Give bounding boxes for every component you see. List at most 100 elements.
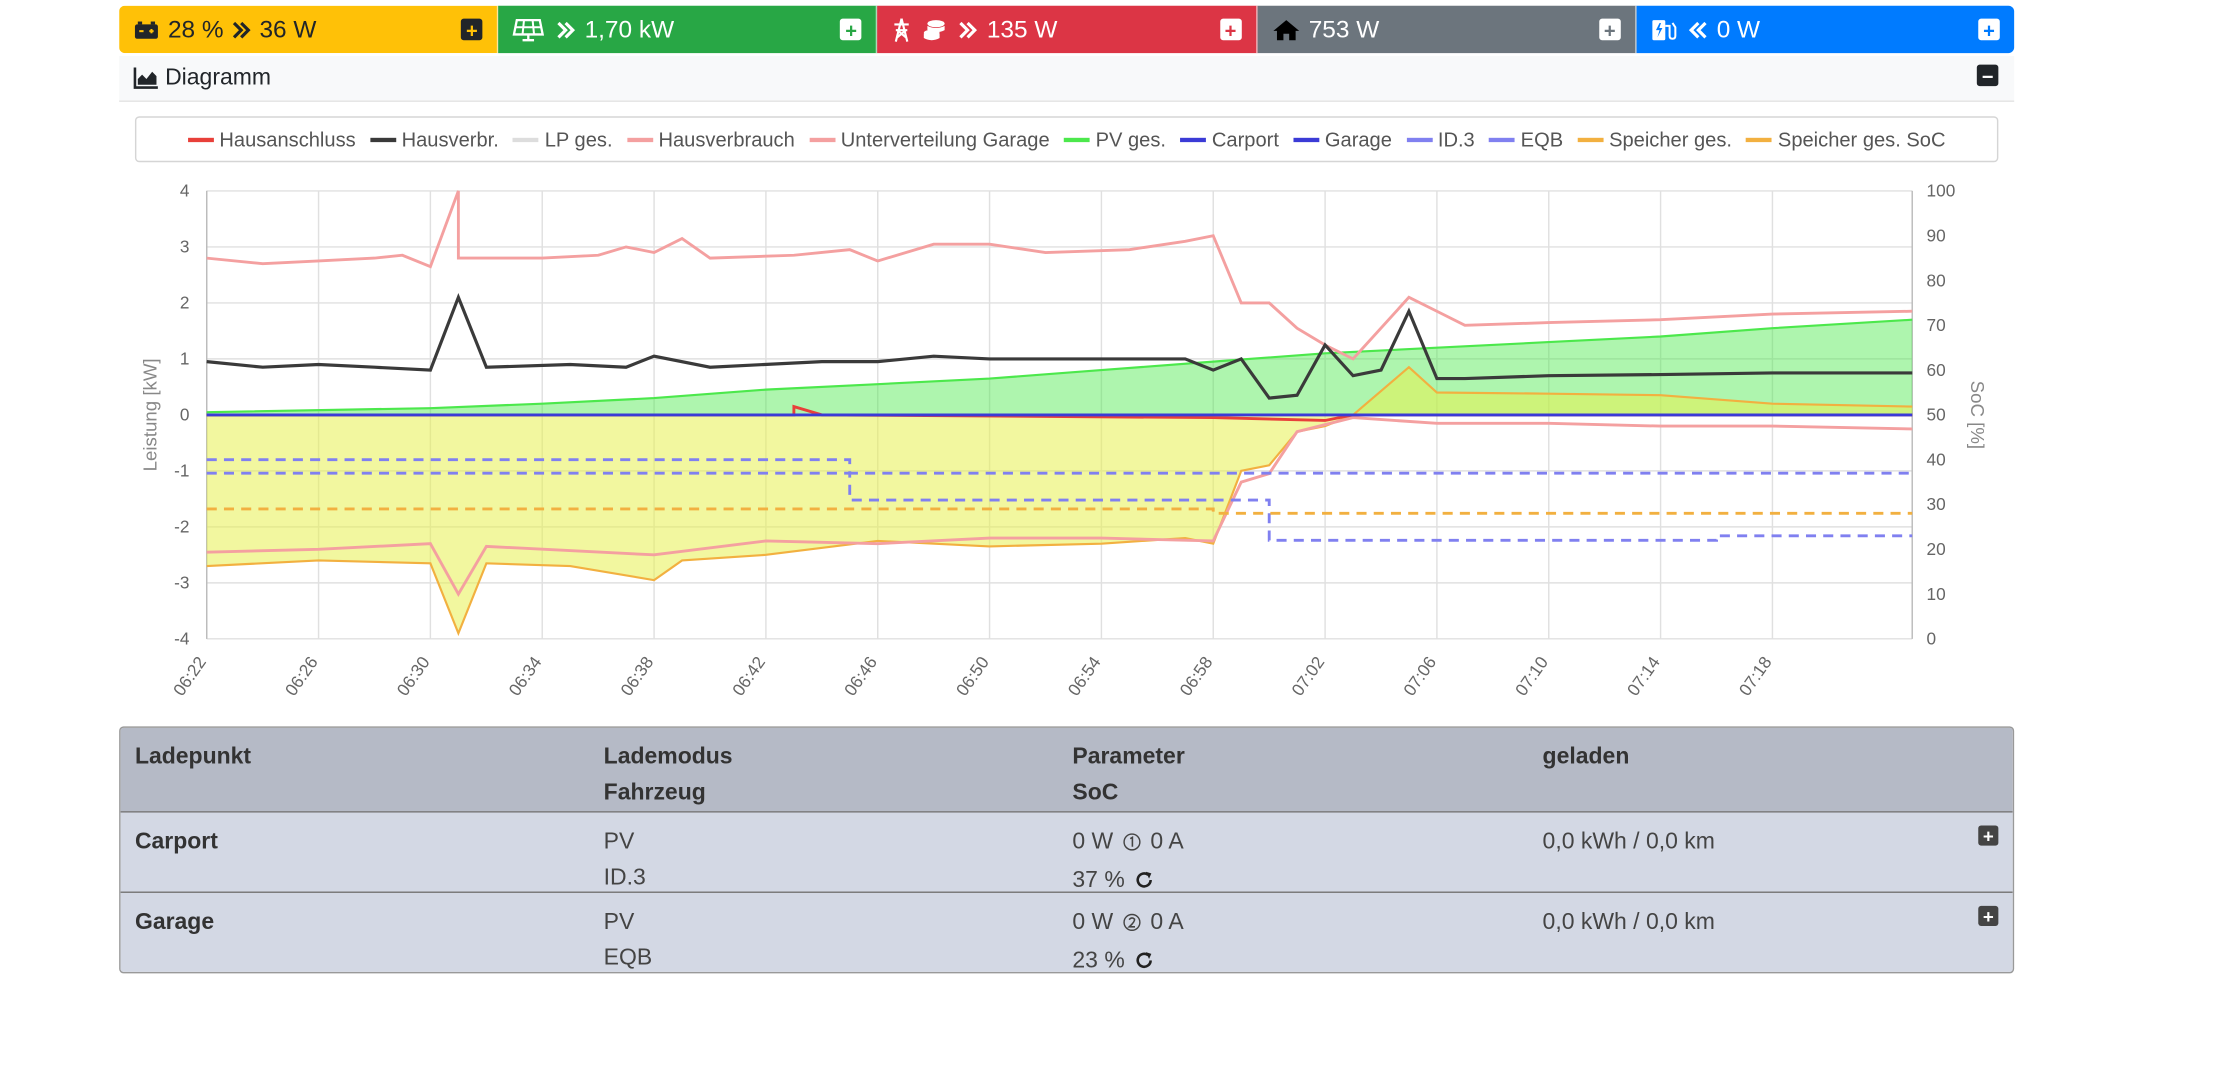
- legend-label: ID.3: [1437, 127, 1475, 151]
- phase-1-icon: [1123, 827, 1142, 863]
- expand-pv-button[interactable]: +: [840, 18, 862, 41]
- legend-swatch: [513, 137, 540, 142]
- legend-swatch: [1489, 137, 1515, 142]
- legend-label: Hausverbrauch: [658, 127, 795, 151]
- y2-tick-label: 40: [1927, 449, 1946, 469]
- vehicle-name[interactable]: EQB: [603, 946, 653, 971]
- legend-label: Speicher ges.: [1609, 127, 1732, 151]
- power-grid-icon: [892, 17, 912, 43]
- legend-label: LP ges.: [544, 127, 613, 151]
- legend-item[interactable]: Garage: [1293, 128, 1392, 151]
- y-tick-label: 4: [180, 181, 190, 201]
- y2-tick-label: 0: [1927, 629, 1937, 649]
- header-ladepunkt: Ladepunkt: [134, 745, 252, 770]
- phase-2-icon: [1123, 907, 1142, 943]
- diagram-header[interactable]: Diagramm −: [119, 55, 2015, 102]
- charge-current: 0 A: [1150, 910, 1184, 935]
- legend-swatch: [626, 137, 653, 142]
- legend-swatch: [809, 137, 835, 142]
- charged-energy: 0,0 kWh / 0,0 km: [1542, 829, 1715, 855]
- x-tick-label: 07:10: [1511, 653, 1552, 700]
- diagram-title: Diagramm: [165, 65, 272, 90]
- legend-item[interactable]: Speicher ges.: [1577, 127, 1732, 151]
- grid-tile[interactable]: 135 W +: [877, 5, 1258, 54]
- battery-power: 36 W: [259, 15, 317, 43]
- charge-power: 0 W: [1072, 910, 1114, 935]
- legend-item[interactable]: EQB: [1489, 128, 1563, 151]
- x-tick-label: 06:22: [169, 653, 210, 700]
- y2-tick-label: 50: [1927, 405, 1946, 425]
- legend-label: Hausverbr.: [401, 127, 499, 151]
- charged-energy: 0,0 kWh / 0,0 km: [1542, 910, 1715, 935]
- legend-item[interactable]: PV ges.: [1064, 128, 1166, 151]
- y-tick-label: -4: [174, 629, 190, 649]
- legend-item[interactable]: LP ges.: [513, 127, 613, 151]
- pv-tile[interactable]: 1,70 kW +: [498, 5, 878, 54]
- expand-carport-button[interactable]: +: [1978, 825, 1999, 846]
- home-icon: [1271, 18, 1300, 41]
- series-speicher-ges--line: [206, 365, 1913, 637]
- table-header: Ladepunkt Lademodus Fahrzeug Parameter SoC…: [120, 727, 2013, 812]
- y2-tick-label: 20: [1927, 539, 1946, 559]
- chargepoint-name: Carport: [134, 829, 218, 855]
- expand-chargepoints-button[interactable]: +: [1978, 18, 2000, 41]
- chargepoint-name: Garage: [134, 910, 215, 935]
- header-geladen: geladen: [1542, 745, 1630, 770]
- x-tick-label: 07:14: [1623, 652, 1664, 699]
- series-hausverbr--line: [206, 292, 1913, 400]
- vehicle-name[interactable]: ID.3: [603, 865, 646, 891]
- charge-mode[interactable]: PV: [603, 829, 635, 855]
- legend-label: Carport: [1211, 127, 1279, 151]
- battery-tile[interactable]: 28 % 36 W +: [119, 5, 499, 54]
- solar-panel-icon: [512, 18, 545, 41]
- legend-item[interactable]: Unterverteilung Garage: [809, 128, 1050, 151]
- legend-item[interactable]: Carport: [1180, 128, 1279, 151]
- table-row-carport[interactable]: Carport PV ID.3 0 W 0 A 37 % 0,0 kWh / 0,…: [120, 811, 2013, 893]
- charge-mode[interactable]: PV: [603, 910, 635, 935]
- refresh-icon[interactable]: [1134, 946, 1154, 972]
- x-tick-label: 06:42: [728, 653, 769, 700]
- x-tick-label: 06:50: [952, 653, 993, 700]
- legend-item[interactable]: Hausverbrauch: [626, 127, 795, 151]
- expand-grid-button[interactable]: +: [1219, 18, 1242, 41]
- y-tick-label: 0: [180, 405, 190, 425]
- y2-tick-label: 80: [1927, 270, 1946, 290]
- double-chevron-right-icon: [556, 19, 576, 39]
- series-pv-ges--area: [206, 319, 1913, 415]
- x-tick-label: 06:46: [840, 653, 881, 700]
- header-lademodus: Lademodus: [603, 745, 733, 770]
- y-tick-label: -3: [174, 573, 189, 593]
- charging-station-icon: [1651, 18, 1677, 41]
- collapse-diagram-button[interactable]: −: [1976, 64, 1999, 87]
- expand-battery-button[interactable]: +: [461, 18, 483, 41]
- battery-soc: 28 %: [167, 15, 224, 43]
- header-soc: SoC: [1072, 780, 1119, 806]
- legend-item[interactable]: Hausverbr.: [370, 128, 499, 151]
- grid-power: 135 W: [986, 15, 1058, 43]
- chargepoints-tile[interactable]: 0 W +: [1636, 5, 2015, 54]
- x-tick-label: 07:02: [1287, 653, 1328, 700]
- power-summary-bar: 28 % 36 W + 1,70 kW +: [119, 5, 2015, 54]
- x-tick-label: 06:30: [393, 653, 434, 700]
- home-tile[interactable]: 753 W +: [1257, 5, 1637, 54]
- power-chart: 43210-1-2-3-4100908070605040302010006:22…: [139, 181, 1988, 700]
- double-chevron-right-icon: [231, 19, 251, 39]
- table-row-garage[interactable]: Garage PV EQB 0 W 0 A 23 % 0,0 kWh / 0,0 …: [120, 891, 2013, 972]
- legend-swatch: [1180, 137, 1207, 142]
- legend-item[interactable]: ID.3: [1406, 127, 1475, 151]
- legend-swatch: [1577, 137, 1604, 142]
- expand-garage-button[interactable]: +: [1978, 905, 1999, 926]
- chargepoint-table: Ladepunkt Lademodus Fahrzeug Parameter SoC…: [119, 726, 2015, 974]
- y2-axis-title: SoC [%]: [1967, 381, 1988, 449]
- refresh-icon[interactable]: [1134, 866, 1154, 902]
- car-battery-icon: [134, 19, 160, 39]
- diagram-body: Hausanschluss Hausverbr. LP ges. Hausverbra…: [119, 101, 2015, 725]
- y2-tick-label: 10: [1927, 584, 1946, 604]
- y-tick-label: 1: [180, 349, 190, 369]
- legend-item[interactable]: Hausanschluss: [187, 128, 356, 151]
- legend-swatch: [370, 137, 396, 142]
- legend-item[interactable]: Speicher ges. SoC: [1746, 128, 1946, 151]
- x-tick-label: 06:38: [616, 653, 657, 700]
- y-tick-label: -1: [174, 461, 189, 481]
- expand-home-button[interactable]: +: [1598, 18, 1621, 41]
